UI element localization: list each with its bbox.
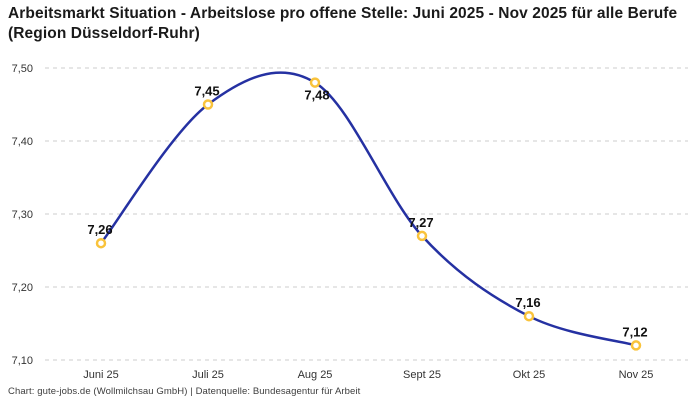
y-axis-tick-label: 7,30 [12,209,33,221]
data-point-label: 7,48 [304,88,329,103]
data-point-label: 7,27 [408,215,433,230]
data-point-marker [202,99,214,110]
x-axis-tick-label: Juli 25 [192,369,224,381]
data-point-label: 7,26 [87,222,112,237]
data-point-label: 7,12 [622,324,647,339]
x-axis-tick-label: Sept 25 [403,369,441,381]
data-point-marker [630,340,642,351]
x-axis-tick-label: Juni 25 [83,369,118,381]
x-axis-tick-label: Okt 25 [513,369,545,381]
data-point-marker [523,310,535,322]
data-point-marker [95,237,107,249]
y-axis-tick-label: 7,20 [12,282,33,294]
data-point-label: 7,16 [515,295,540,310]
chart-title: Arbeitsmarkt Situation - Arbeitslose pro… [8,5,678,42]
y-axis-tick-label: 7,10 [12,355,33,367]
x-axis-tick-label: Nov 25 [619,369,654,381]
y-axis-tick-label: 7,50 [12,63,33,75]
y-axis-tick-label: 7,40 [12,136,33,148]
x-axis-tick-label: Aug 25 [298,369,333,381]
data-point-marker [309,77,321,88]
data-point-label: 7,45 [194,84,219,99]
series-line [99,71,638,347]
chart-source-caption: Chart: gute-jobs.de (Wollmilchsau GmbH) … [8,386,361,397]
data-point-marker [416,230,428,242]
